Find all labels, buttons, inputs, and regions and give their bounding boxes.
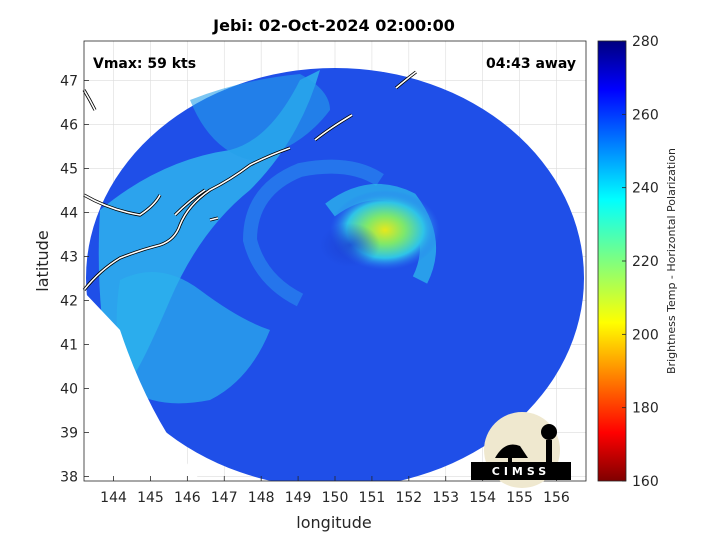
y-tick-label: 39 [60, 426, 78, 442]
x-tick-label: 144 [100, 490, 127, 506]
y-tick-label: 46 [60, 118, 78, 134]
vmax-annotation: Vmax: 59 kts [93, 56, 196, 72]
coastline [83, 71, 417, 291]
y-tick-label: 40 [60, 382, 78, 398]
cimss-logo: CIMSS [471, 412, 571, 488]
eye [320, 223, 380, 267]
x-tick-label: 147 [211, 490, 238, 506]
swath-image [84, 68, 584, 481]
y-axis-label: latitude [33, 230, 52, 291]
x-tick-label: 153 [432, 490, 459, 506]
x-tick-label: 155 [506, 490, 533, 506]
x-tick-label: 151 [359, 490, 386, 506]
colorbar-tick-label: 180 [632, 401, 659, 417]
logo-bar [471, 462, 571, 480]
logo-dish-icon [495, 444, 528, 458]
colorbar-tick-label: 160 [632, 474, 659, 490]
colorbar-label: Brightness Temp - Horizontal Polarizatio… [665, 148, 678, 374]
time-away-annotation: 04:43 away [486, 56, 576, 72]
x-tick-label: 149 [285, 490, 312, 506]
y-tick-label: 42 [60, 294, 78, 310]
colorbar-tick-label: 240 [632, 181, 659, 197]
y-tick-label: 41 [60, 338, 78, 354]
logo-tower-icon [546, 440, 552, 464]
colorbar [597, 40, 627, 482]
colorbar-tick-label: 220 [632, 254, 659, 270]
x-tick-label: 156 [543, 490, 570, 506]
logo-tower-top [541, 424, 557, 440]
x-tick-label: 150 [322, 490, 349, 506]
cloud-band-southwest [116, 272, 271, 404]
y-tick-label: 47 [60, 74, 78, 90]
x-tick-label: 145 [137, 490, 164, 506]
y-tick-label: 43 [60, 250, 78, 266]
x-tick-label: 154 [469, 490, 496, 506]
x-tick-label: 152 [395, 490, 422, 506]
logo-dish-stand [508, 452, 512, 464]
colorbar-tick-label: 280 [632, 34, 659, 50]
cloud-band-north [190, 74, 330, 160]
y-tick-label: 45 [60, 162, 78, 178]
y-tick-label: 44 [60, 206, 78, 222]
x-axis-label: longitude [296, 513, 371, 532]
colorbar-tick-label: 200 [632, 327, 659, 343]
x-tick-label: 146 [174, 490, 201, 506]
y-ticks: 38 39 40 41 42 43 44 45 46 47 [60, 74, 89, 486]
colorbar-tick-label: 260 [632, 107, 659, 123]
x-tick-label: 148 [248, 490, 275, 506]
y-tick-label: 38 [60, 470, 78, 486]
colorbar-ticks: 160 180 200 220 240 260 280 [622, 34, 659, 490]
plot-title: Jebi: 02-Oct-2024 02:00:00 [212, 16, 455, 35]
logo-text: CIMSS [492, 465, 550, 478]
outside-swath-sw [84, 292, 200, 480]
x-ticks: 144 145 146 147 148 149 150 151 152 153 154 155 156 [100, 476, 570, 506]
spiral-band [242, 159, 384, 307]
